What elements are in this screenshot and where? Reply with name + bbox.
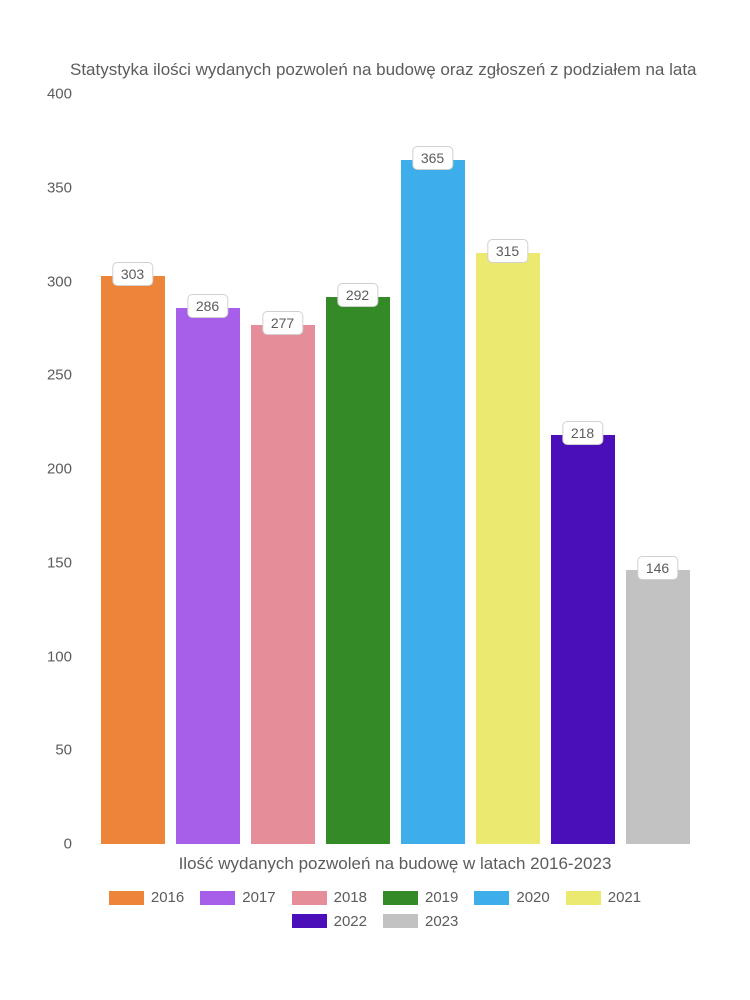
legend-label: 2022 bbox=[334, 913, 367, 930]
y-tick-label: 350 bbox=[47, 179, 72, 196]
bar-wrap: 146 bbox=[620, 94, 695, 844]
y-axis: 050100150200250300350400 bbox=[40, 94, 80, 844]
legend-item-2023: 2023 bbox=[383, 913, 458, 930]
legend-item-2019: 2019 bbox=[383, 889, 458, 906]
legend-label: 2021 bbox=[608, 889, 641, 906]
bar-value-label: 365 bbox=[412, 146, 453, 170]
bar-wrap: 277 bbox=[245, 94, 320, 844]
bar-2016: 303 bbox=[101, 276, 165, 844]
bar-value-label: 218 bbox=[562, 421, 603, 445]
legend-swatch bbox=[200, 891, 235, 905]
y-tick-label: 50 bbox=[55, 742, 72, 759]
legend-swatch bbox=[566, 891, 601, 905]
bar-2019: 292 bbox=[326, 297, 390, 845]
legend-swatch bbox=[109, 891, 144, 905]
bars-container: 303286277292365315218146 bbox=[80, 94, 710, 844]
legend-swatch bbox=[474, 891, 509, 905]
bar-wrap: 315 bbox=[470, 94, 545, 844]
legend-item-2016: 2016 bbox=[109, 889, 184, 906]
legend-label: 2020 bbox=[516, 889, 549, 906]
bar-2017: 286 bbox=[176, 308, 240, 844]
legend-swatch bbox=[292, 914, 327, 928]
y-tick-label: 0 bbox=[64, 836, 72, 853]
bar-wrap: 286 bbox=[170, 94, 245, 844]
legend-label: 2019 bbox=[425, 889, 458, 906]
bar-value-label: 146 bbox=[637, 556, 678, 580]
legend-swatch bbox=[383, 914, 418, 928]
legend-swatch bbox=[292, 891, 327, 905]
legend-item-2018: 2018 bbox=[292, 889, 367, 906]
bar-2018: 277 bbox=[251, 325, 315, 844]
bar-value-label: 315 bbox=[487, 239, 528, 263]
y-tick-label: 250 bbox=[47, 367, 72, 384]
bar-wrap: 292 bbox=[320, 94, 395, 844]
legend-item-2022: 2022 bbox=[292, 913, 367, 930]
y-tick-label: 150 bbox=[47, 554, 72, 571]
legend-item-2017: 2017 bbox=[200, 889, 275, 906]
bar-value-label: 277 bbox=[262, 311, 303, 335]
bar-value-label: 292 bbox=[337, 283, 378, 307]
x-axis-label: Ilość wydanych pozwoleń na budowę w lata… bbox=[80, 854, 710, 874]
legend-swatch bbox=[383, 891, 418, 905]
bar-2022: 218 bbox=[551, 435, 615, 844]
bar-value-label: 303 bbox=[112, 262, 153, 286]
bar-2023: 146 bbox=[626, 570, 690, 844]
y-tick-label: 100 bbox=[47, 648, 72, 665]
chart-title: Statystyka ilości wydanych pozwoleń na b… bbox=[30, 60, 720, 80]
legend-label: 2016 bbox=[151, 889, 184, 906]
bar-2021: 315 bbox=[476, 253, 540, 844]
legend-label: 2023 bbox=[425, 913, 458, 930]
bar-wrap: 218 bbox=[545, 94, 620, 844]
y-tick-label: 200 bbox=[47, 461, 72, 478]
bar-2020: 365 bbox=[401, 160, 465, 844]
bar-wrap: 365 bbox=[395, 94, 470, 844]
legend-label: 2018 bbox=[334, 889, 367, 906]
chart-plot-area: 050100150200250300350400 303286277292365… bbox=[80, 94, 710, 874]
bar-value-label: 286 bbox=[187, 294, 228, 318]
legend-item-2021: 2021 bbox=[566, 889, 641, 906]
y-tick-label: 400 bbox=[47, 86, 72, 103]
y-tick-label: 300 bbox=[47, 273, 72, 290]
legend: 2016 2017 2018 2019 2020 2021 2022 2023 bbox=[30, 886, 720, 933]
legend-label: 2017 bbox=[242, 889, 275, 906]
bar-wrap: 303 bbox=[95, 94, 170, 844]
legend-item-2020: 2020 bbox=[474, 889, 549, 906]
